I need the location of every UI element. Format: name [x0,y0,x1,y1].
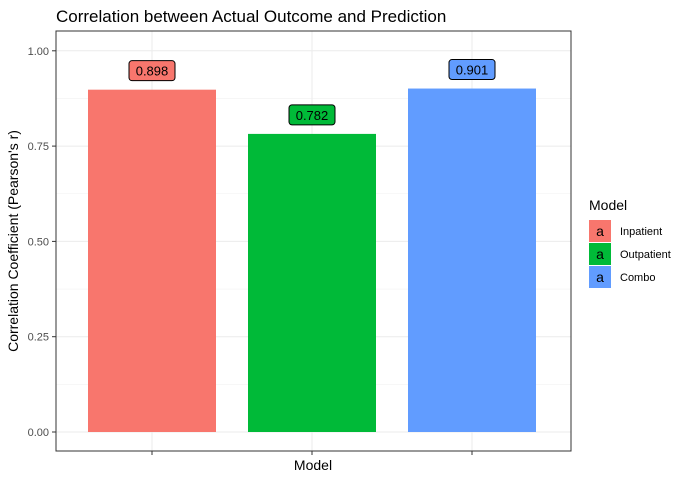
legend-items: a Inpatient a Outpatient a Combo [589,220,671,288]
legend-item-outpatient: a Outpatient [589,243,671,265]
y-tick-label: 0.50 [28,236,49,248]
legend-key [589,243,611,265]
y-tick-label: 0.25 [28,332,49,344]
legend-key [589,220,611,242]
data-label: 0.782 [296,108,329,123]
legend-item-inpatient: a Inpatient [589,220,662,242]
legend-key [589,266,611,288]
legend-key-glyph: a [596,223,604,239]
legend-key-glyph: a [596,246,604,262]
legend: Model a Inpatient a Outpatient a Combo [589,197,671,288]
legend-key-glyph: a [596,269,604,285]
x-axis-ticks [151,451,473,455]
legend-title: Model [589,197,627,213]
y-tick-label: 1.00 [28,46,49,58]
y-axis-ticks: 0.00 0.25 0.50 0.75 1.00 [28,46,56,439]
legend-label: Inpatient [620,226,662,238]
data-label-box [448,59,496,81]
legend-item-combo: a Combo [589,266,655,288]
y-tick-label: 0.00 [28,427,49,439]
bar-inpatient [88,89,216,432]
data-labels: 0.898 0.782 0.901 [128,59,496,126]
chart-title: Correlation between Actual Outcome and P… [56,7,446,26]
data-label: 0.901 [456,63,489,78]
data-label: 0.898 [136,64,169,79]
x-axis-title: Model [294,457,332,473]
data-label-box [128,60,176,82]
y-tick-label: 0.75 [28,141,49,153]
data-label-box [288,104,336,126]
y-axis-title: Correlation Coefficient (Pearson's r) [5,130,21,352]
bars [88,88,536,432]
bar-combo [408,88,536,432]
legend-label: Combo [620,272,655,284]
bar-outpatient [248,133,376,432]
legend-label: Outpatient [620,249,671,261]
